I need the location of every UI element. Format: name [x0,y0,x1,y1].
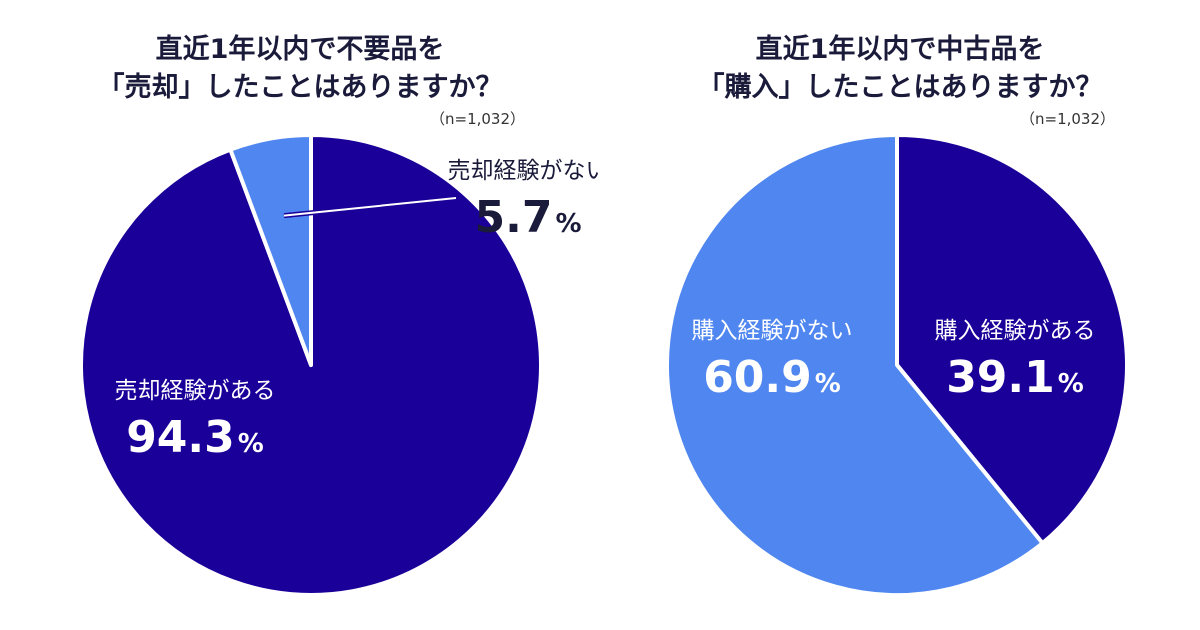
purchase-chart-title-line1: 直近1年以内で中古品を [755,34,1045,65]
slice-label: 売却経験がある [115,378,276,404]
slice-value: 94.3% [126,412,264,463]
purchase-chart-title-line2: 「購入」したことはありますか？ [697,72,1103,103]
slice-label-group: 売却経験がない 5.7% [448,158,601,243]
sale-chart-panel: 直近1年以内で不要品を 「売却」したことはありますか？ （n=1,032） 売却… [78,34,601,597]
slice-label: 売却経験がない [448,158,601,184]
pie-slice-no [665,133,1045,597]
purchase-chart-panel: 直近1年以内で中古品を 「購入」したことはありますか？ （n=1,032） 購入… [600,0,1200,630]
purchase-sample-size: （n=1,032） [1020,110,1116,128]
slice-value-unit: % [815,369,841,399]
slice-value-number: 5.7 [474,192,552,243]
slice-value-unit: % [238,429,264,459]
slice-value-number: 39.1 [946,352,1055,403]
pie-slice-no [228,133,313,367]
slice-label: 購入経験がない [692,318,853,344]
slice-value-unit: % [555,209,581,239]
slice-value-unit: % [1058,369,1084,399]
slice-label: 購入経験がある [935,318,1096,344]
pie-slice-yes [895,133,1129,546]
leader-line [283,197,457,217]
sale-sample-size: （n=1,032） [430,110,526,128]
slice-label-group: 売却経験がある 94.3% [115,378,276,463]
slice-value: 39.1% [946,352,1084,403]
sale-pie-chart: 売却経験がある 94.3 % 売却経験がない 5.7% [78,133,601,597]
slice-label-group: 購入経験がある 39.1% [935,318,1096,403]
slice-value: 60.9% [703,352,841,403]
sale-chart-title-line2: 「売却」したことはありますか？ [97,72,503,103]
purchase-pie-chart: 購入経験がある 39.1 % 購入経験がない 60.9% [665,133,1129,597]
slice-value-number: 94.3 [126,412,235,463]
sale-chart-title-line1: 直近1年以内で不要品を [155,34,445,65]
slice-value: 5.7% [474,192,581,243]
slice-value-number: 60.9 [703,352,812,403]
slice-label-group: 購入経験がない 60.9% [692,318,853,403]
